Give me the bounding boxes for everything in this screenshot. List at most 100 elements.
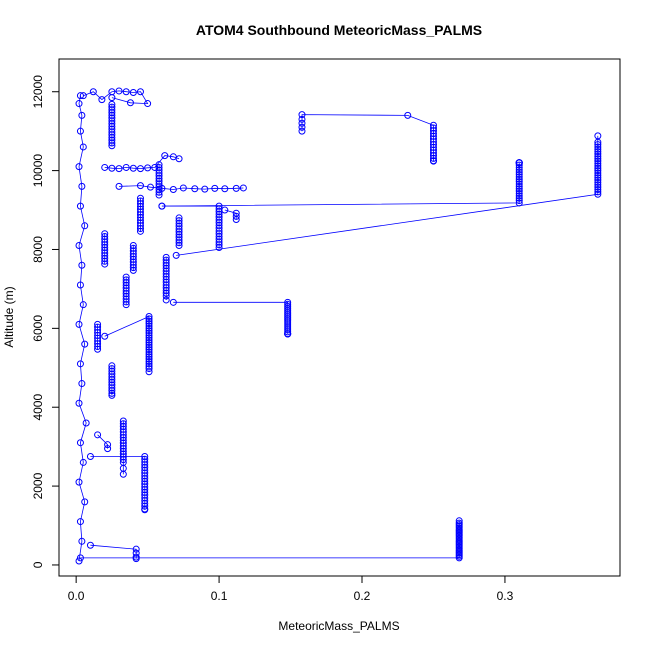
data-point	[108, 387, 116, 395]
data-point	[75, 557, 83, 565]
data-point	[129, 266, 137, 274]
data-point	[145, 324, 153, 332]
y-tick-label: 6000	[31, 315, 45, 342]
data-point	[75, 100, 83, 108]
data-point	[132, 555, 140, 563]
data-point	[145, 334, 153, 342]
data-point	[155, 191, 163, 199]
data-point	[158, 202, 166, 210]
data-point	[145, 348, 153, 356]
data-point	[162, 296, 170, 304]
data-point	[221, 185, 229, 193]
data-point	[594, 164, 602, 172]
data-point	[515, 173, 523, 181]
data-point	[169, 298, 177, 306]
data-point	[179, 184, 187, 192]
data-point	[191, 185, 199, 193]
y-tick-label: 12000	[31, 75, 45, 109]
data-point	[594, 176, 602, 184]
y-tick-label: 4000	[31, 394, 45, 421]
data-point	[515, 180, 523, 188]
data-point	[75, 478, 83, 486]
data-point	[594, 143, 602, 151]
data-series	[79, 87, 152, 108]
y-axis: 0 2000 4000 6000 8000 10000 12000	[31, 75, 60, 568]
data-point	[151, 163, 159, 171]
data-point	[145, 355, 153, 363]
data-point	[78, 111, 86, 119]
data-point	[101, 257, 109, 265]
data-point	[145, 365, 153, 373]
data-point	[145, 339, 153, 347]
data-point	[145, 360, 153, 368]
data-point	[215, 244, 223, 252]
data-point	[136, 165, 144, 173]
data-series	[86, 453, 149, 514]
series-line	[301, 114, 434, 162]
series-line	[173, 301, 289, 334]
data-series	[94, 320, 102, 353]
data-point	[76, 360, 84, 368]
data-point	[515, 192, 523, 200]
data-point	[594, 178, 602, 186]
data-point	[75, 399, 83, 407]
data-point	[78, 380, 86, 388]
data-point	[145, 343, 153, 351]
data-point	[515, 163, 523, 171]
data-point	[594, 150, 602, 158]
data-point	[211, 184, 219, 192]
data-point	[98, 96, 106, 104]
data-point	[284, 326, 292, 334]
data-point	[141, 502, 149, 510]
data-point	[82, 419, 90, 427]
data-point	[515, 197, 523, 205]
data-point	[79, 143, 87, 151]
data-point	[455, 519, 463, 527]
data-series	[129, 242, 137, 274]
data-point	[94, 342, 102, 350]
data-point	[239, 184, 247, 192]
data-point	[145, 346, 153, 354]
data-point	[145, 315, 153, 323]
series-line	[161, 205, 220, 248]
data-point	[108, 142, 116, 150]
data-point	[129, 164, 137, 172]
data-point	[594, 183, 602, 191]
data-series	[115, 182, 247, 194]
series-line	[118, 185, 244, 190]
data-point	[515, 175, 523, 183]
data-point	[132, 545, 140, 553]
x-axis: 0.0 0.1 0.2 0.3	[68, 575, 514, 603]
data-point	[145, 329, 153, 337]
data-point	[404, 111, 412, 119]
data-point	[79, 458, 87, 466]
data-series	[108, 100, 116, 150]
data-point	[515, 185, 523, 193]
data-point	[515, 166, 523, 174]
data-point	[594, 148, 602, 156]
data-point	[232, 212, 240, 220]
data-point	[115, 182, 123, 190]
series-line	[90, 544, 137, 559]
data-series	[169, 298, 292, 338]
data-point	[215, 241, 223, 249]
y-tick-label: 0	[31, 561, 45, 568]
data-point	[86, 453, 94, 461]
data-point	[298, 111, 306, 119]
data-point	[101, 163, 109, 171]
data-point	[515, 187, 523, 195]
series-line	[104, 315, 150, 372]
series-layer	[75, 87, 602, 565]
x-axis-label: MeteoricMass_PALMS	[278, 619, 399, 633]
data-point	[594, 152, 602, 160]
data-point	[78, 182, 86, 190]
data-point	[515, 194, 523, 202]
data-point	[145, 341, 153, 349]
data-point	[81, 222, 89, 230]
data-point	[145, 313, 153, 321]
x-tick-label: 0.3	[497, 589, 514, 603]
series-line	[224, 209, 237, 220]
data-point	[141, 506, 149, 514]
data-point	[101, 332, 109, 340]
